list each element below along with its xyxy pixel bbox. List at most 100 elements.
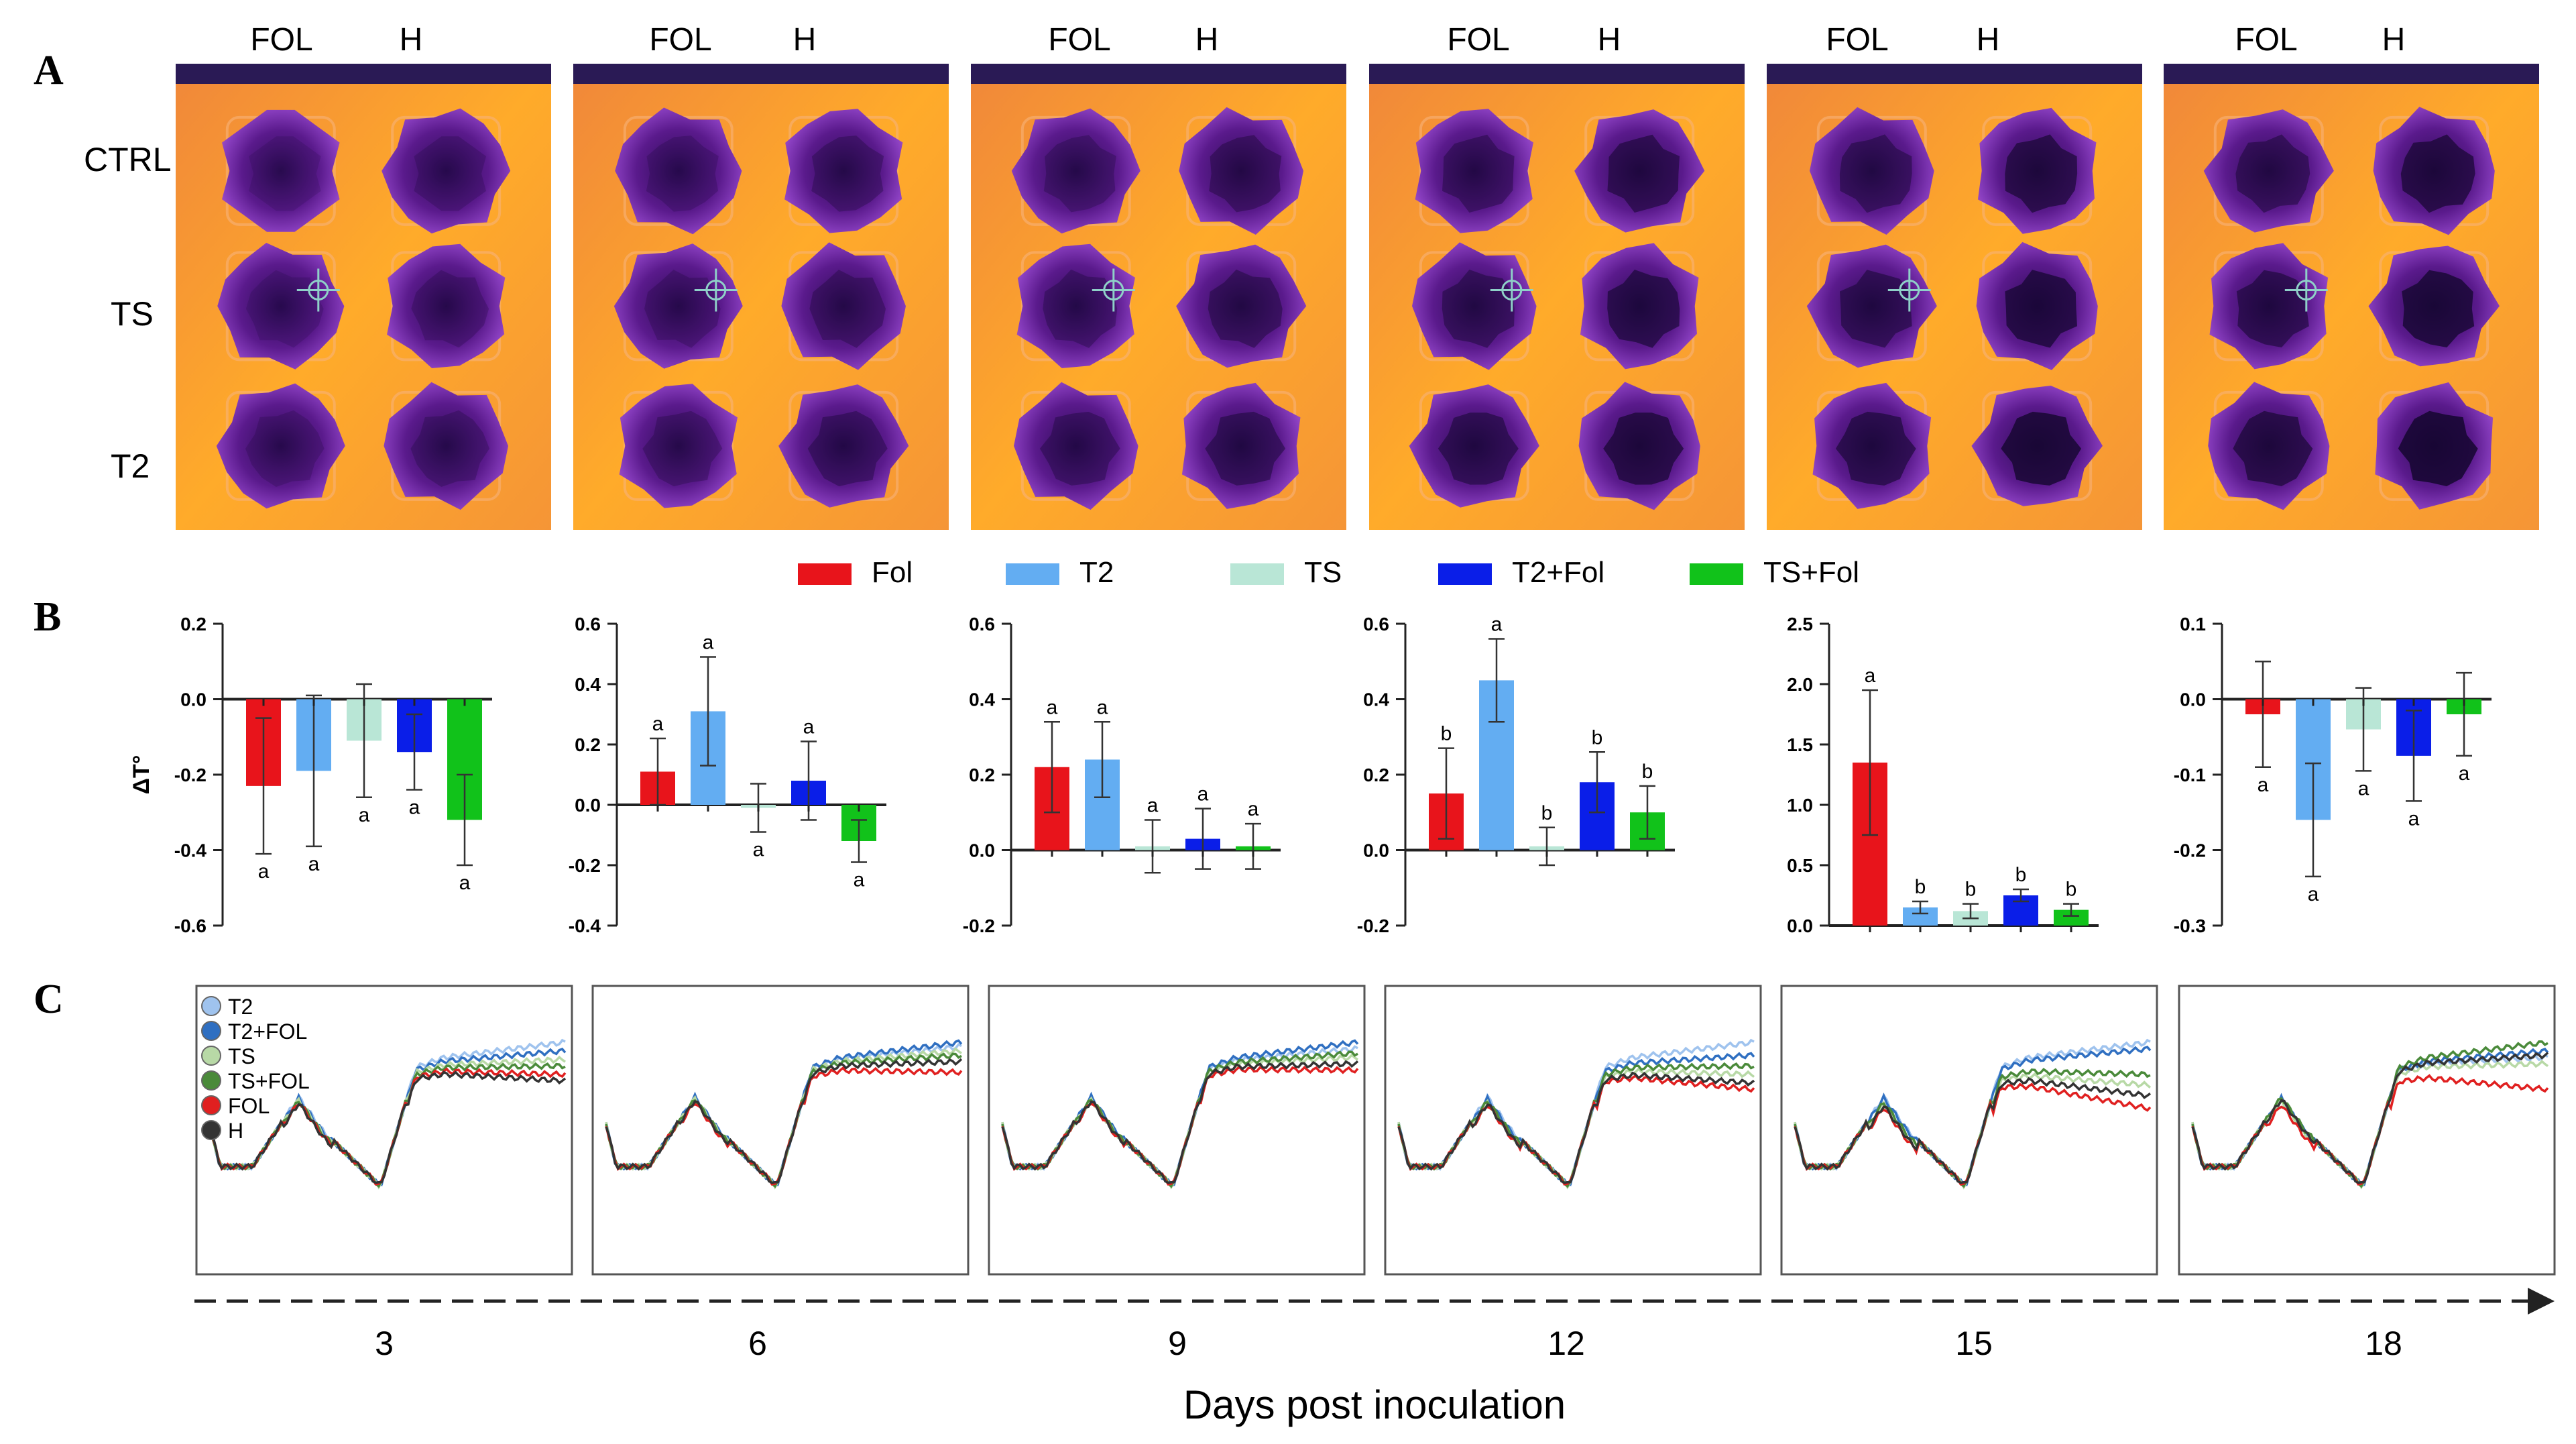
row-label-ts: TS xyxy=(111,295,154,333)
significance-letter: b xyxy=(1915,876,1926,898)
column-header-fol: FOL xyxy=(1048,22,1110,58)
y-tick-label: 0.6 xyxy=(1363,614,1389,634)
bar-chart-day-15: 2.5 2.0 1.5 1.0 0.5 0.0 a b b b b xyxy=(1787,614,2099,936)
y-tick-label: 0.4 xyxy=(575,674,601,695)
y-tick-label: 1.0 xyxy=(1787,795,1813,816)
curve-legend-marker xyxy=(201,1070,221,1091)
day-label-3: 3 xyxy=(375,1325,394,1362)
column-header-h: H xyxy=(1977,22,2000,58)
thermal-image-1 xyxy=(176,64,551,530)
significance-letter: b xyxy=(1642,761,1653,783)
y-tick-label: 0.2 xyxy=(180,614,207,634)
day-label-12: 12 xyxy=(1547,1325,1585,1362)
curve-legend-marker xyxy=(201,1095,221,1115)
significance-letter: b xyxy=(2066,879,2077,901)
thermal-image-3 xyxy=(971,64,1346,530)
legend-label: TS xyxy=(1304,556,1342,589)
y-tick-label: 2.0 xyxy=(1787,674,1813,695)
significance-letter: a xyxy=(1047,696,1058,718)
column-header-fol: FOL xyxy=(1447,22,1509,58)
x-axis-title: Days post inoculation xyxy=(1183,1382,1566,1427)
legend-item-ts-plus-fol: TS+Fol xyxy=(1690,556,1859,589)
curve-legend-label: TS+FOL xyxy=(228,1069,310,1093)
bar-ts-plus-fol xyxy=(2054,909,2089,926)
curve-legend-label: FOL xyxy=(228,1094,270,1118)
thermal-image-2 xyxy=(573,64,949,530)
legend-label: TS+Fol xyxy=(1763,556,1859,589)
curve-box-day-12 xyxy=(1384,985,1762,1276)
curve-legend-marker xyxy=(201,1021,221,1041)
curve-legend-label: T2+FOL xyxy=(228,1019,307,1044)
temperature-curve xyxy=(209,1070,567,1184)
y-tick-label: 0.0 xyxy=(969,840,995,861)
panel-label-a: A xyxy=(34,48,64,93)
y-tick-label: -0.2 xyxy=(1357,915,1389,936)
y-tick-label: 0.0 xyxy=(180,689,207,710)
row-label-ctrl: CTRL xyxy=(84,141,172,178)
y-tick-label: -0.4 xyxy=(569,915,601,936)
legend-item-fol: Fol xyxy=(798,556,913,589)
legend-swatch xyxy=(1438,563,1492,585)
y-tick-label: -0.1 xyxy=(2174,765,2206,785)
significance-letter: a xyxy=(359,804,370,826)
curve-legend-item: TS xyxy=(201,1044,255,1068)
y-tick-label: -0.2 xyxy=(2174,840,2206,861)
curve-legend-item: T2 xyxy=(201,995,253,1019)
y-tick-label: 0.2 xyxy=(1363,765,1389,785)
significance-letter: a xyxy=(2308,883,2319,905)
day-labels: 3 6 9 12 15 18 xyxy=(375,1325,2402,1362)
significance-letter: a xyxy=(2459,763,2470,785)
column-header-fol: FOL xyxy=(649,22,711,58)
y-tick-label: -0.3 xyxy=(2174,915,2206,936)
curve-legend-item: H xyxy=(201,1119,243,1143)
legend-label: Fol xyxy=(872,556,913,589)
y-tick-label: 0.2 xyxy=(575,734,601,755)
thermal-image-5 xyxy=(1767,64,2142,530)
temperature-curve xyxy=(1001,1060,1359,1184)
curve-legend-label: TS xyxy=(228,1044,255,1068)
column-header-fol: FOL xyxy=(1826,22,1888,58)
significance-letter: a xyxy=(652,713,664,735)
column-header-h: H xyxy=(400,22,423,58)
significance-letter: a xyxy=(1097,696,1108,718)
y-tick-label: 0.5 xyxy=(1787,855,1813,876)
y-tick-label: 0.6 xyxy=(969,614,995,634)
column-header-h: H xyxy=(2382,22,2406,58)
bar-chart-day-6: 0.6 0.4 0.2 0.0 -0.2 -0.4 a a a a a xyxy=(569,614,886,936)
y-tick-label: 0.0 xyxy=(2180,689,2206,710)
y-tick-label: 0.4 xyxy=(1363,689,1389,710)
column-header-h: H xyxy=(793,22,817,58)
curve-box-day-3 xyxy=(195,985,573,1276)
legend-item-ts: TS xyxy=(1230,556,1342,589)
curve-legend-marker xyxy=(201,1046,221,1066)
panel-b-bar-charts: 0.2 0.0 -0.2 -0.4 -0.6 a a a a a ΔT° 0.6 0.4 0.2 0.0 -0… xyxy=(129,614,2492,936)
significance-letter: a xyxy=(1248,798,1259,820)
significance-letter: a xyxy=(803,716,815,738)
temperature-curve xyxy=(605,1058,963,1184)
y-tick-label: -0.2 xyxy=(174,765,207,785)
significance-letter: b xyxy=(1592,726,1603,748)
legend-swatch xyxy=(1690,563,1743,585)
legend-label: T2 xyxy=(1079,556,1114,589)
curve-legend-item: TS+FOL xyxy=(201,1069,310,1093)
significance-letter: a xyxy=(459,872,471,894)
significance-letter: a xyxy=(1865,665,1876,687)
significance-letter: a xyxy=(854,869,865,891)
legend-swatch xyxy=(798,563,852,585)
legend-item-t2-plus-fol: T2+Fol xyxy=(1438,556,1604,589)
significance-letter: b xyxy=(2015,864,2027,886)
curve-legend-marker xyxy=(201,996,221,1016)
y-tick-label: 0.0 xyxy=(1363,840,1389,861)
y-tick-label: -0.6 xyxy=(174,915,207,936)
curve-box-day-6 xyxy=(591,985,970,1276)
bar-chart-day-3: 0.2 0.0 -0.2 -0.4 -0.6 a a a a a ΔT° xyxy=(129,614,492,936)
y-tick-label: 1.5 xyxy=(1787,734,1813,755)
legend-label: T2+Fol xyxy=(1512,556,1604,589)
significance-letter: a xyxy=(308,853,320,875)
row-label-t2: T2 xyxy=(111,447,150,485)
significance-letter: b xyxy=(1541,802,1553,824)
thermal-image-6 xyxy=(2164,64,2539,530)
day-label-6: 6 xyxy=(748,1325,767,1362)
legend-swatch xyxy=(1230,563,1284,585)
